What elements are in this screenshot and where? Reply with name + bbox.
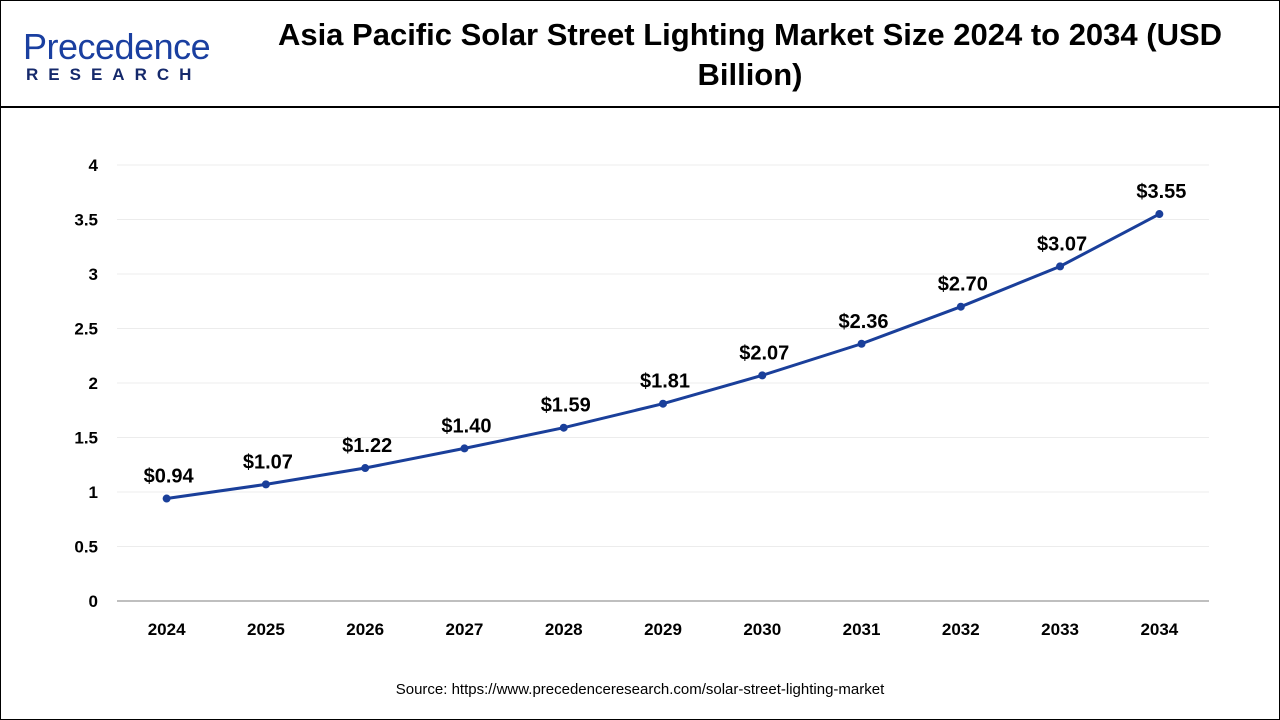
- logo-line2: RESEARCH: [26, 65, 202, 84]
- data-point: [1155, 210, 1164, 219]
- y-tick-label: 0: [89, 592, 98, 611]
- data-label: $1.81: [640, 371, 690, 393]
- data-point: [758, 371, 767, 380]
- y-tick-label: 0.5: [74, 538, 98, 557]
- x-tick-label: 2026: [346, 620, 384, 639]
- x-tick-label: 2029: [644, 620, 682, 639]
- y-tick-label: 3.5: [74, 211, 98, 230]
- x-tick-label: 2031: [843, 620, 881, 639]
- header: Precedence RESEARCH Asia Pacific Solar S…: [1, 1, 1279, 108]
- data-label: $3.55: [1136, 181, 1186, 203]
- data-label: $2.07: [739, 342, 789, 364]
- data-point: [162, 494, 171, 503]
- x-tick-label: 2028: [545, 620, 583, 639]
- y-tick-label: 1: [89, 483, 98, 502]
- data-label: $2.36: [839, 311, 889, 333]
- precedence-research-logo: Precedence RESEARCH: [23, 26, 211, 85]
- x-tick-label: 2025: [247, 620, 285, 639]
- data-point: [460, 444, 469, 453]
- x-tick-label: 2032: [942, 620, 980, 639]
- data-point: [261, 480, 270, 489]
- source-text: Source: https://www.precedenceresearch.c…: [395, 681, 885, 698]
- data-label: $3.07: [1037, 233, 1087, 255]
- data-point: [361, 464, 370, 473]
- data-point: [956, 302, 965, 311]
- y-tick-label: 2: [89, 374, 98, 393]
- data-label: $1.07: [243, 451, 293, 473]
- chart-title: Asia Pacific Solar Street Lighting Marke…: [277, 17, 1223, 92]
- data-point: [659, 399, 667, 408]
- data-label: $0.94: [144, 466, 195, 488]
- data-point: [857, 339, 866, 348]
- y-tick-label: 2.5: [74, 320, 98, 339]
- x-tick-label: 2034: [1140, 620, 1178, 639]
- x-tick-label: 2024: [148, 620, 186, 639]
- data-label: $2.70: [938, 274, 988, 296]
- series-line: [166, 212, 1161, 501]
- data-label: $1.22: [342, 435, 392, 457]
- logo-line1: Precedence: [23, 26, 211, 67]
- x-tick-label: 2030: [743, 620, 781, 639]
- y-tick-label: 1.5: [74, 429, 98, 448]
- data-point: [1056, 262, 1065, 271]
- x-tick-label: 2033: [1041, 620, 1079, 639]
- y-tick-label: 3: [89, 265, 98, 284]
- data-point: [559, 423, 568, 432]
- data-label: $1.40: [441, 415, 491, 437]
- y-tick-label: 4: [89, 156, 99, 175]
- data-label: $1.59: [541, 395, 591, 417]
- x-tick-label: 2027: [446, 620, 484, 639]
